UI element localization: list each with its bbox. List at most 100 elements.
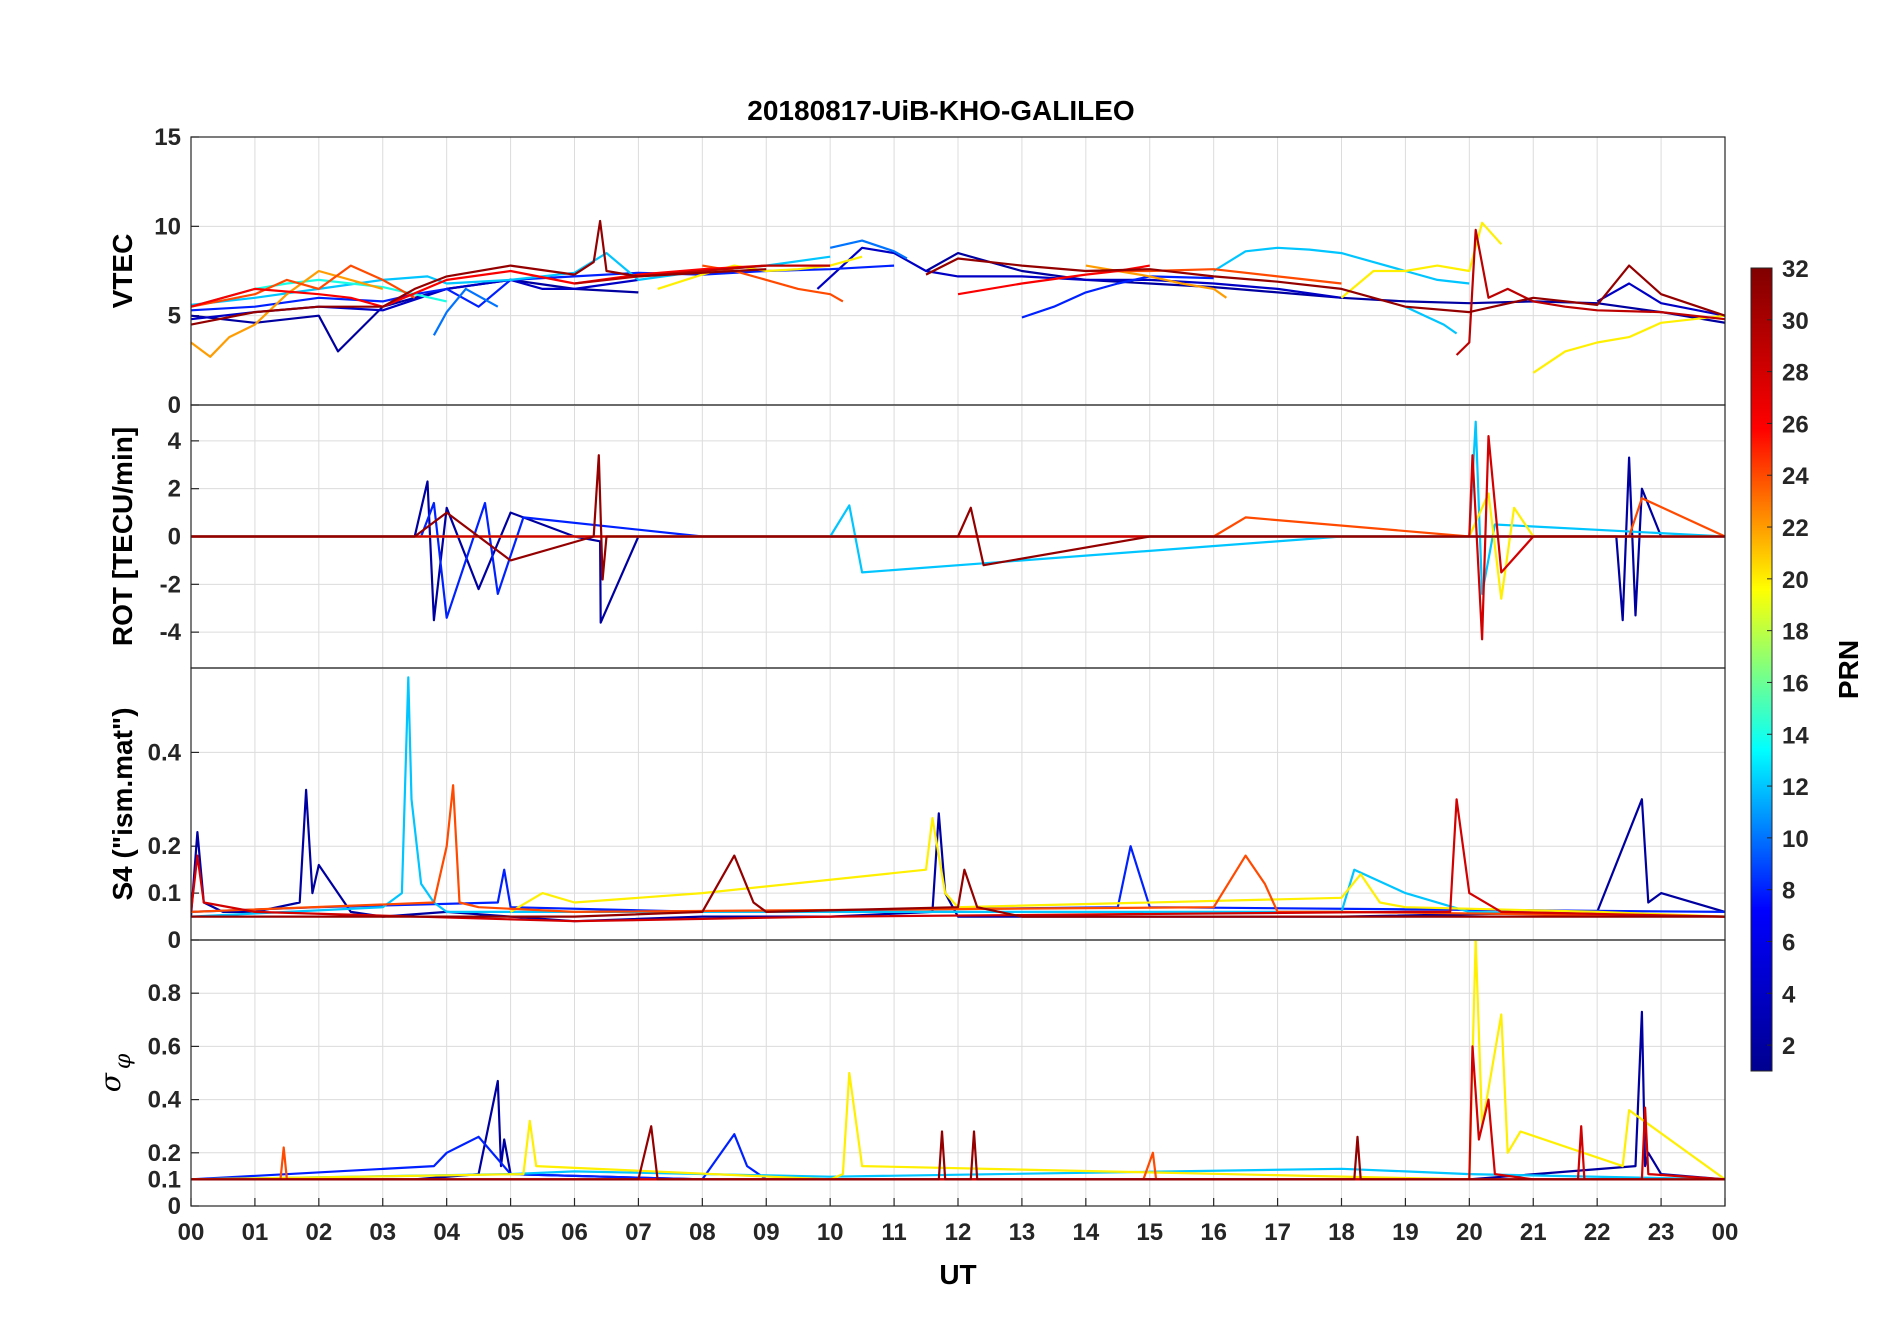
y-tick-label: 0.8 <box>148 980 181 1007</box>
series-prn-8 <box>191 264 895 312</box>
x-tick-label: 19 <box>1392 1219 1419 1246</box>
x-tick-label: 23 <box>1648 1219 1675 1246</box>
chart-title: 20180817-UiB-KHO-GALILEO <box>747 95 1134 126</box>
colorbar-tick-label: 12 <box>1782 774 1809 801</box>
x-tick-label: 10 <box>817 1219 844 1246</box>
x-axis-label: UT <box>939 1259 976 1290</box>
x-tick-label: 01 <box>242 1219 269 1246</box>
panel-3: 0 0.1 0.2 0.4 S4 ("ism.mat") <box>107 667 1726 954</box>
colorbar-tick-label: 24 <box>1782 463 1809 490</box>
series-prn-12 <box>191 676 1725 918</box>
y-axis-label: VTEC <box>107 234 138 309</box>
x-tick-label: 05 <box>497 1219 524 1246</box>
y-tick-label: 0.1 <box>148 1166 181 1193</box>
y-tick-label: 0.2 <box>148 833 181 860</box>
y-tick-label: 0.4 <box>148 739 182 766</box>
y-tick-label: 0.6 <box>148 1033 181 1060</box>
series-prn-12 <box>1213 246 1470 285</box>
x-tick-label: 21 <box>1520 1219 1547 1246</box>
colorbar-tick-label: 4 <box>1782 981 1796 1008</box>
y-tick-label: 10 <box>154 213 181 240</box>
y-tick-label: 0.4 <box>148 1087 182 1114</box>
series-prn-31 <box>191 854 1725 918</box>
colorbar-tick-label: 10 <box>1782 826 1809 853</box>
colorbar-tick-label: 16 <box>1782 670 1809 697</box>
y-tick-label: 2 <box>168 476 181 503</box>
colorbar-tick-label: 28 <box>1782 360 1809 387</box>
series-prn-24 <box>702 264 844 303</box>
x-axis-ticks: 00 01 02 03 04 05 06 07 08 09 10 11 12 13 14 15 16 17 18 19… <box>178 1198 1739 1246</box>
colorbar-tick-label: 2 <box>1782 1033 1795 1060</box>
series-prn-29 <box>1455 228 1725 356</box>
series-prn-8 <box>1021 275 1214 319</box>
x-tick-label: 07 <box>625 1219 652 1246</box>
series-group <box>191 420 1725 641</box>
series-prn-28 <box>191 435 1725 641</box>
x-tick-label: 00 <box>178 1219 205 1246</box>
y-tick-label: 5 <box>168 303 181 330</box>
series-prn-12 <box>1404 305 1458 335</box>
y-axis-label: ROT [TECU/min] <box>107 427 138 646</box>
x-tick-label: 18 <box>1328 1219 1355 1246</box>
panel-1: 0 5 10 15 VTEC <box>107 124 1726 419</box>
series-prn-28 <box>191 798 1725 923</box>
y-tick-label: -2 <box>160 571 181 598</box>
series-group <box>191 219 1725 374</box>
series-prn-4 <box>816 246 1342 299</box>
x-tick-label: 17 <box>1264 1219 1291 1246</box>
x-tick-label: 22 <box>1584 1219 1611 1246</box>
colorbar-tick-label: 30 <box>1782 308 1809 335</box>
panel-2: -4 -2 0 2 4 ROT [TECU/min] <box>107 404 1726 669</box>
series-prn-4 <box>1596 282 1725 317</box>
colorbar-tick-label: 32 <box>1782 256 1809 283</box>
colorbar-gradient <box>1750 267 1773 1072</box>
colorbar-tick-label: 18 <box>1782 619 1809 646</box>
series-prn-26 <box>191 264 767 308</box>
series-prn-31 <box>925 257 1725 317</box>
y-tick-label: 0 <box>168 927 181 954</box>
x-tick-label: 13 <box>1009 1219 1036 1246</box>
x-tick-label: 08 <box>689 1219 716 1246</box>
colorbar-tick-label: 8 <box>1782 878 1795 905</box>
series-prn-31 <box>191 454 1725 581</box>
x-tick-label: 12 <box>945 1219 972 1246</box>
series-group <box>191 676 1725 923</box>
x-tick-label: 11 <box>881 1219 906 1246</box>
y-tick-label: 0 <box>168 1193 181 1220</box>
y-axis-label: S4 ("ism.mat") <box>107 707 138 900</box>
y-tick-label: 4 <box>168 428 182 455</box>
series-prn-8 <box>191 845 1725 914</box>
series-prn-10 <box>432 287 499 336</box>
series-prn-20 <box>1532 314 1725 374</box>
y-tick-label: -4 <box>160 619 182 646</box>
series-prn-20 <box>510 816 1725 918</box>
series-prn-31 <box>191 219 767 326</box>
colorbar-tick-label: 26 <box>1782 411 1809 438</box>
x-tick-label: 00 <box>1712 1219 1739 1246</box>
series-prn-24 <box>191 264 416 308</box>
x-tick-label: 15 <box>1136 1219 1163 1246</box>
colorbar-label: PRN <box>1833 640 1864 699</box>
x-tick-label: 09 <box>753 1219 780 1246</box>
y-tick-label: 15 <box>154 124 181 151</box>
y-tick-label: 0 <box>168 392 181 419</box>
colorbar-tick-label: 6 <box>1782 929 1795 956</box>
colorbar-tick-label: 22 <box>1782 515 1809 542</box>
panel-4: 00.10.2 0.4 0.6 0.8 σφ <box>94 939 1726 1220</box>
x-tick-label: 14 <box>1072 1219 1099 1246</box>
series-prn-8 <box>191 1133 1725 1181</box>
x-tick-label: 03 <box>369 1219 396 1246</box>
series-prn-31 <box>191 1125 1725 1181</box>
y-axis-label: σφ <box>94 1053 136 1092</box>
x-tick-label: 20 <box>1456 1219 1483 1246</box>
x-tick-label: 04 <box>433 1219 460 1246</box>
x-tick-label: 02 <box>305 1219 332 1246</box>
series-prn-20 <box>1340 221 1503 299</box>
x-tick-label: 06 <box>561 1219 588 1246</box>
colorbar-tick-label: 14 <box>1782 722 1809 749</box>
y-tick-label: 0 <box>168 524 181 551</box>
series-prn-10 <box>829 239 908 260</box>
